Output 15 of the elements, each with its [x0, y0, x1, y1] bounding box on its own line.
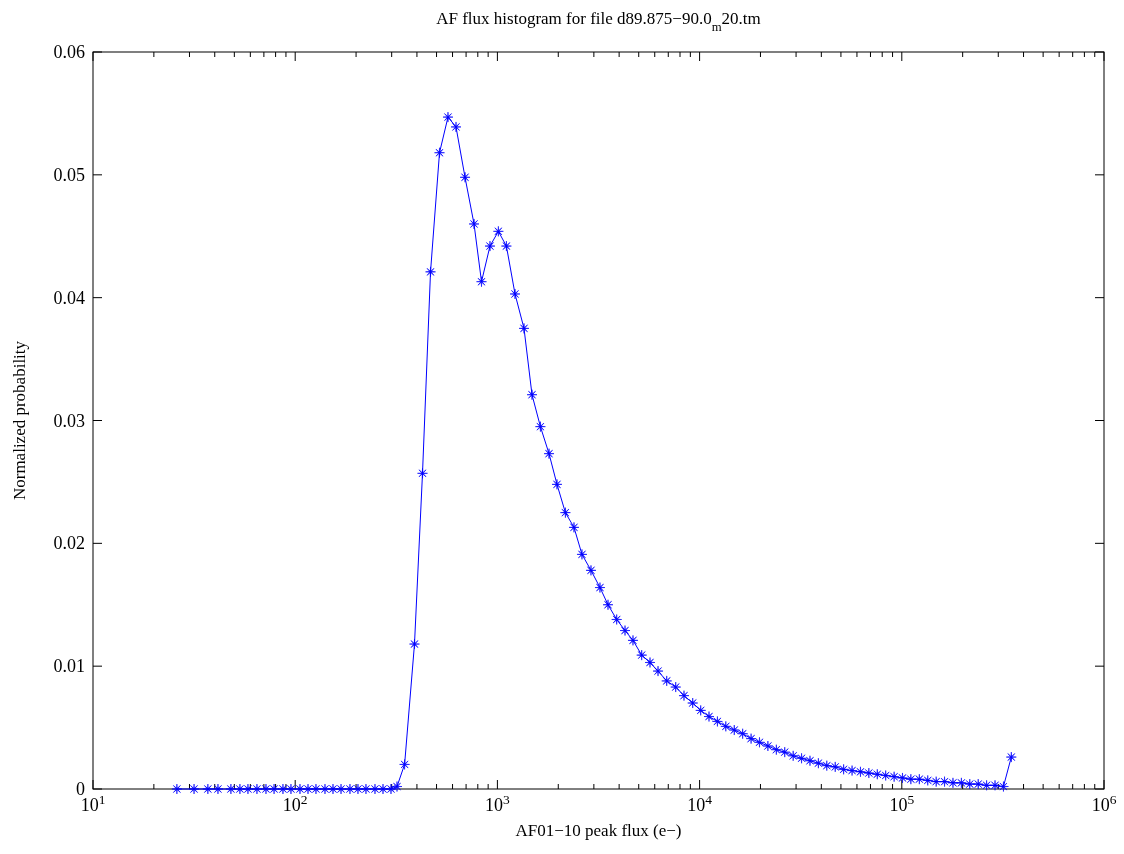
y-axis-title: Normalized probability [10, 340, 29, 501]
x-tick-label: 10$^{2}$ [282, 791, 308, 815]
y-tick-label: 0 [76, 779, 85, 799]
x-tick-label: 10$^{3}$ [485, 791, 511, 815]
x-tick-label: 10$^{6}$ [1091, 791, 1117, 815]
x-tick-label: 10$^{4}$ [687, 791, 713, 815]
y-tick-label: 0.03 [53, 410, 85, 431]
x-tick-label: 10$^{5}$ [889, 791, 915, 815]
y-tick-label: 0.04 [53, 287, 85, 308]
y-tick-label: 0.02 [53, 533, 85, 554]
y-tick-label: 0.01 [53, 656, 85, 677]
x-axis-title: AF01−10 peak flux (e−) [515, 821, 682, 840]
chart-title: AF flux histogram for file d89.875−90.0$_{m}$20.tm [436, 9, 761, 34]
y-tick-label: 0.06 [53, 42, 85, 62]
y-tick-label: 0.05 [53, 164, 85, 185]
